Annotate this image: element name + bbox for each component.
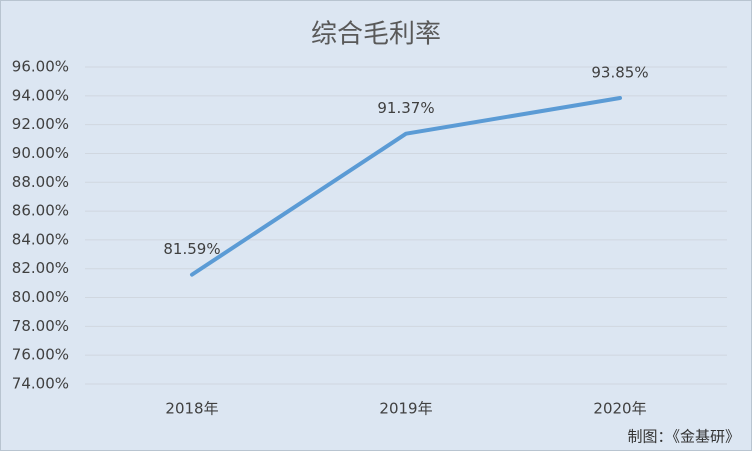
y-tick-label: 80.00%: [12, 288, 69, 306]
data-label: 91.37%: [377, 99, 434, 117]
line: [190, 95, 622, 277]
data-label: 81.59%: [163, 240, 220, 258]
y-tick-label: 96.00%: [12, 58, 69, 76]
y-tick-label: 90.00%: [12, 144, 69, 162]
y-tick-label: 84.00%: [12, 230, 69, 248]
annotation: 制图：《金基研》: [627, 428, 740, 446]
chart-title: 综合毛利率: [311, 20, 441, 50]
y-tick-label: 88.00%: [12, 173, 69, 191]
y-tick-label: 74.00%: [12, 375, 69, 393]
y-tick-label: 78.00%: [12, 317, 69, 335]
y-tick-label: 76.00%: [12, 346, 69, 364]
x-tick-label: 2018年: [165, 400, 218, 418]
y-tick-label: 92.00%: [12, 115, 69, 133]
y-tick-label: 86.00%: [12, 202, 69, 220]
data-label: 93.85%: [591, 63, 648, 81]
y-tick-label: 94.00%: [12, 86, 69, 104]
x-tick-label: 2020年: [593, 400, 646, 418]
x-tick-label: 2019年: [379, 400, 432, 418]
y-tick-label: 82.00%: [12, 259, 69, 277]
